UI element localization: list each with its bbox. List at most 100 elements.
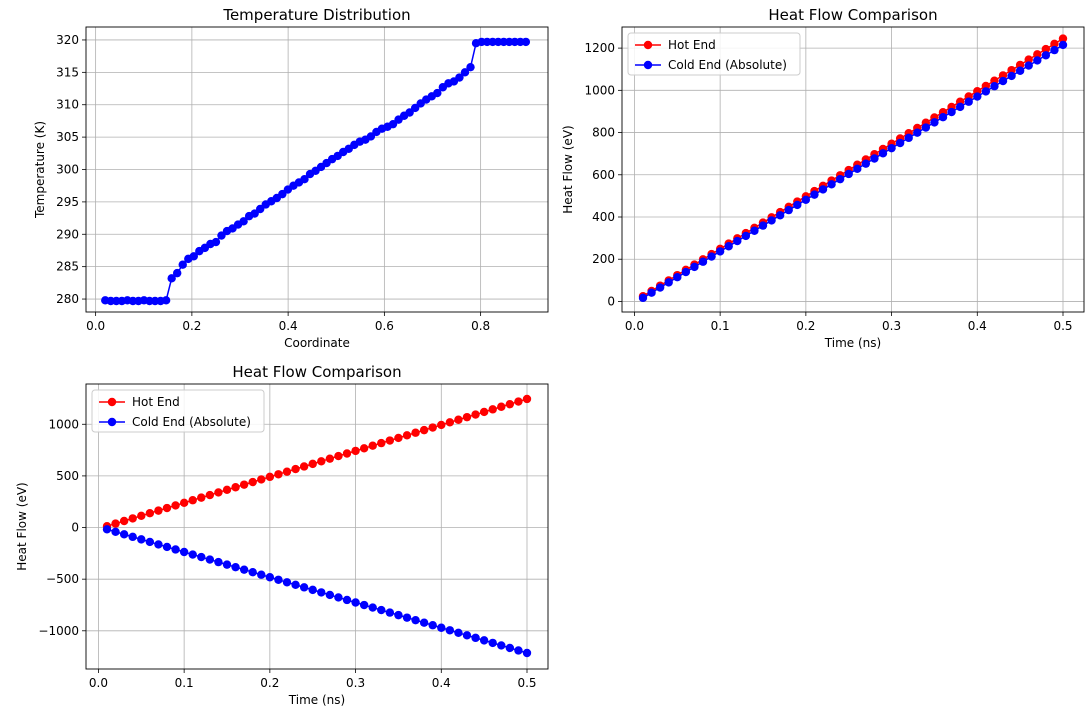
chart-3: 0.0 0.1 0.2 0.3 0.4 0.5 −1000 −500 0 500 1000 Heat … bbox=[15, 363, 549, 707]
x-tick-label: 0.1 bbox=[175, 676, 194, 690]
x-tick-label: 0.4 bbox=[279, 319, 298, 333]
series-2 bbox=[102, 525, 532, 658]
legend: Hot End Cold End (Absolute) bbox=[91, 389, 265, 433]
x-tick-label: 0.3 bbox=[882, 319, 901, 333]
data-point bbox=[1058, 34, 1068, 43]
data-point bbox=[419, 618, 429, 627]
data-point bbox=[488, 405, 497, 414]
data-point bbox=[278, 189, 287, 199]
data-point bbox=[913, 128, 922, 137]
y-tick-label: 285 bbox=[56, 260, 79, 274]
data-point bbox=[119, 516, 129, 526]
data-point bbox=[690, 262, 699, 272]
data-point bbox=[317, 457, 326, 466]
data-point bbox=[274, 470, 283, 479]
data-point bbox=[741, 231, 751, 241]
data-point bbox=[497, 641, 506, 650]
data-point bbox=[784, 205, 793, 215]
data-point bbox=[102, 525, 112, 534]
data-point bbox=[853, 164, 862, 174]
data-point bbox=[990, 82, 999, 91]
y-axis-label: Heat Flow (eV) bbox=[15, 482, 29, 570]
data-point bbox=[239, 480, 249, 489]
data-point bbox=[437, 420, 446, 430]
data-point bbox=[655, 283, 665, 292]
data-point bbox=[445, 626, 455, 635]
y-tick-label: 400 bbox=[592, 210, 615, 224]
data-point bbox=[497, 402, 506, 411]
data-point bbox=[1024, 61, 1033, 70]
data-point bbox=[394, 610, 403, 620]
series-1 bbox=[101, 37, 531, 306]
data-point bbox=[111, 527, 120, 537]
data-point bbox=[930, 118, 939, 127]
data-point bbox=[955, 102, 965, 112]
data-point bbox=[128, 514, 137, 523]
data-point bbox=[1015, 66, 1025, 75]
y-tick-label: 800 bbox=[592, 126, 615, 140]
data-point bbox=[368, 441, 377, 450]
data-point bbox=[471, 633, 480, 643]
data-point bbox=[698, 257, 708, 266]
x-tick-label: 0.8 bbox=[471, 319, 490, 333]
data-point bbox=[715, 247, 725, 256]
y-tick-label: 500 bbox=[56, 469, 79, 483]
data-point bbox=[248, 568, 257, 577]
data-point bbox=[647, 288, 656, 297]
data-point bbox=[179, 498, 189, 508]
x-tick-label: 0.6 bbox=[375, 319, 394, 333]
data-point bbox=[189, 252, 198, 261]
data-point bbox=[214, 488, 223, 497]
data-point bbox=[214, 557, 223, 567]
data-point bbox=[250, 209, 259, 218]
data-point bbox=[1058, 40, 1068, 50]
y-tick-label: 300 bbox=[56, 163, 79, 177]
x-tick-label: 0.3 bbox=[346, 676, 365, 690]
data-point bbox=[521, 37, 531, 47]
axes-frame bbox=[85, 383, 549, 670]
data-point bbox=[197, 552, 206, 562]
data-point bbox=[239, 217, 248, 226]
data-point bbox=[479, 407, 489, 417]
data-point bbox=[388, 119, 398, 129]
data-point bbox=[998, 76, 1008, 86]
chart-title: Temperature Distribution bbox=[222, 6, 410, 24]
axes-frame bbox=[621, 26, 1085, 313]
data-point bbox=[733, 236, 742, 246]
x-tick-label: 0.2 bbox=[796, 319, 815, 333]
x-tick-label: 0.0 bbox=[86, 319, 105, 333]
data-point bbox=[359, 444, 369, 453]
data-point bbox=[1024, 55, 1033, 64]
y-axis-label: Heat Flow (eV) bbox=[561, 125, 575, 213]
data-point bbox=[1033, 50, 1042, 59]
legend-marker bbox=[107, 417, 117, 427]
x-axis-label: Time (ns) bbox=[824, 336, 881, 350]
data-point bbox=[377, 605, 386, 615]
x-tick-label: 0.5 bbox=[517, 676, 536, 690]
data-point bbox=[239, 565, 249, 574]
data-point bbox=[1007, 65, 1016, 75]
y-tick-label: 1200 bbox=[584, 41, 615, 55]
x-tick-label: 0.4 bbox=[432, 676, 451, 690]
data-point bbox=[437, 623, 446, 632]
data-point bbox=[257, 475, 266, 484]
data-point bbox=[835, 174, 845, 184]
data-point bbox=[681, 267, 691, 277]
data-point bbox=[231, 562, 240, 572]
data-point bbox=[128, 532, 137, 542]
data-point bbox=[368, 603, 377, 612]
data-point bbox=[1033, 56, 1042, 65]
data-point bbox=[257, 570, 266, 579]
data-point bbox=[351, 598, 360, 607]
x-tick-label: 0.1 bbox=[711, 319, 730, 333]
data-point bbox=[197, 493, 206, 502]
data-point bbox=[462, 631, 472, 640]
data-point bbox=[638, 293, 648, 303]
y-tick-label: −1000 bbox=[38, 624, 79, 638]
x-tick-label: 0.4 bbox=[968, 319, 987, 333]
data-point bbox=[1050, 45, 1059, 55]
data-point bbox=[462, 412, 472, 422]
data-point bbox=[801, 195, 811, 204]
data-point bbox=[895, 138, 905, 148]
